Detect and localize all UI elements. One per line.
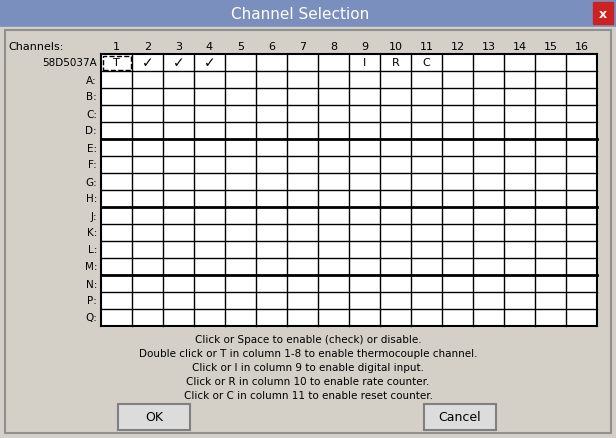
- Text: 12: 12: [450, 42, 464, 51]
- Text: J:: J:: [91, 211, 97, 221]
- Text: A:: A:: [86, 75, 97, 85]
- Text: D:: D:: [86, 126, 97, 136]
- Text: 10: 10: [389, 42, 402, 51]
- Text: 3: 3: [175, 42, 182, 51]
- Text: OK: OK: [145, 410, 163, 424]
- Text: M:: M:: [84, 262, 97, 272]
- Text: C: C: [423, 58, 431, 68]
- Text: L:: L:: [87, 245, 97, 255]
- Text: 4: 4: [206, 42, 213, 51]
- Text: E:: E:: [87, 143, 97, 153]
- Text: I: I: [363, 58, 366, 68]
- Text: F:: F:: [88, 160, 97, 170]
- Text: H:: H:: [86, 194, 97, 204]
- Text: K:: K:: [87, 228, 97, 238]
- Bar: [593, 3, 613, 25]
- Bar: [102, 57, 131, 71]
- Text: B:: B:: [86, 92, 97, 102]
- Text: 1: 1: [113, 42, 120, 51]
- Text: C:: C:: [86, 109, 97, 119]
- Bar: [0, 0, 616, 28]
- Text: P:: P:: [87, 296, 97, 306]
- Text: Cancel: Cancel: [439, 410, 481, 424]
- Text: 14: 14: [513, 42, 527, 51]
- Text: R: R: [392, 58, 399, 68]
- Text: 58D5037A: 58D5037A: [43, 58, 97, 68]
- Bar: [101, 55, 597, 326]
- Text: Click or C in column 11 to enable reset counter.: Click or C in column 11 to enable reset …: [184, 390, 432, 400]
- Text: 9: 9: [361, 42, 368, 51]
- Text: 13: 13: [482, 42, 495, 51]
- Text: 7: 7: [299, 42, 306, 51]
- Text: ✓: ✓: [142, 57, 153, 71]
- Text: 2: 2: [144, 42, 151, 51]
- Text: Click or Space to enable (check) or disable.: Click or Space to enable (check) or disa…: [195, 334, 421, 344]
- Text: G:: G:: [85, 177, 97, 187]
- Text: T: T: [113, 58, 120, 68]
- Text: 6: 6: [268, 42, 275, 51]
- Text: 16: 16: [575, 42, 588, 51]
- Text: 11: 11: [419, 42, 434, 51]
- FancyBboxPatch shape: [118, 404, 190, 430]
- Text: Click or R in column 10 to enable rate counter.: Click or R in column 10 to enable rate c…: [186, 376, 430, 386]
- Text: 8: 8: [330, 42, 337, 51]
- Text: ✓: ✓: [204, 57, 216, 71]
- Text: Double click or T in column 1-8 to enable thermocouple channel.: Double click or T in column 1-8 to enabl…: [139, 348, 477, 358]
- Text: ✓: ✓: [172, 57, 184, 71]
- Text: Q:: Q:: [85, 313, 97, 323]
- FancyBboxPatch shape: [424, 404, 496, 430]
- Text: 15: 15: [543, 42, 557, 51]
- Text: Click or I in column 9 to enable digital input.: Click or I in column 9 to enable digital…: [192, 362, 424, 372]
- Text: Channels:: Channels:: [8, 42, 63, 51]
- Text: x: x: [599, 7, 607, 21]
- Text: 5: 5: [237, 42, 244, 51]
- Text: N:: N:: [86, 279, 97, 289]
- Text: Channel Selection: Channel Selection: [231, 7, 369, 21]
